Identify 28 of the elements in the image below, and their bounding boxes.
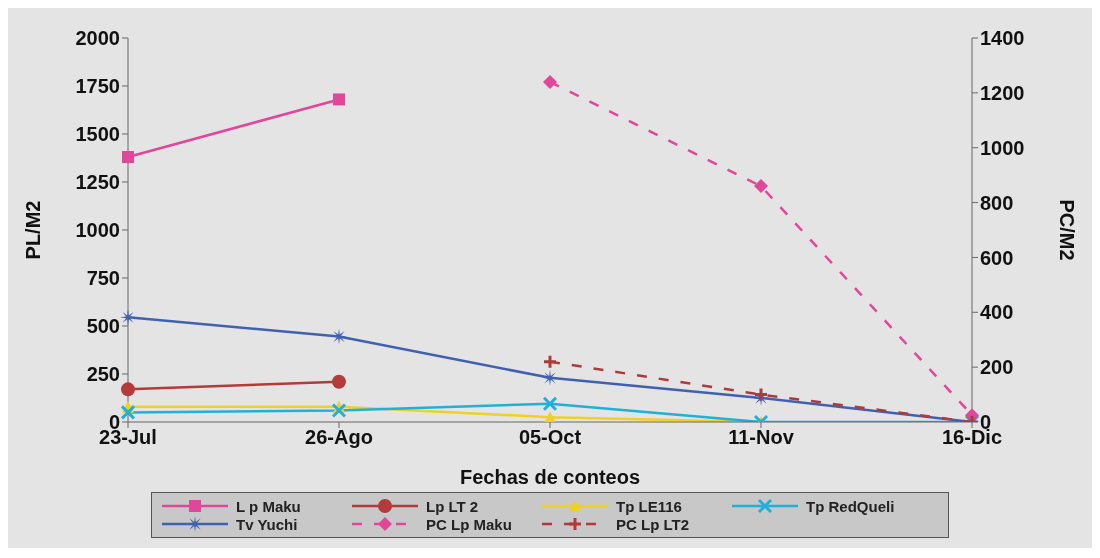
x-tick-label: 05-Oct: [518, 426, 582, 449]
y-tick-label: 250: [86, 363, 120, 386]
legend-label: Tp LE116: [616, 497, 682, 515]
legend-label: Lp LT 2: [426, 497, 479, 515]
x-axis-title: Fechas de conteos: [459, 466, 641, 488]
y-tick-label: 2000: [75, 27, 120, 50]
y2-tick-label: 600: [980, 246, 1014, 269]
y-tick-label: 750: [86, 267, 120, 290]
y2-tick-label: 1200: [980, 81, 1025, 104]
legend-label: Tp RedQueli: [806, 497, 895, 515]
y-tick-label: 1000: [75, 219, 120, 242]
y2-tick-label: 1000: [980, 136, 1025, 159]
y-tick-label: 1250: [75, 171, 120, 194]
y2-tick-label: 400: [980, 301, 1014, 324]
y-tick-label: 500: [86, 315, 120, 338]
legend-label: PC Lp LT2: [616, 515, 690, 533]
y2-axis-title: PC/M2: [1055, 199, 1078, 261]
legend-label: L p Maku: [236, 497, 301, 515]
y2-tick-label: 1400: [980, 27, 1025, 50]
x-tick-label: 11-Nov: [728, 426, 795, 449]
legend-label: PC Lp Maku: [426, 515, 512, 533]
x-tick-label: 26-Ago: [305, 426, 373, 449]
y2-tick-label: 200: [980, 356, 1014, 379]
y2-tick-label: 800: [980, 191, 1014, 214]
y-tick-label: 1500: [75, 123, 120, 146]
y-axis-title: PL/M2: [22, 200, 45, 260]
legend-label: Tv Yuchi: [236, 515, 298, 533]
y-tick-label: 1750: [75, 75, 120, 98]
